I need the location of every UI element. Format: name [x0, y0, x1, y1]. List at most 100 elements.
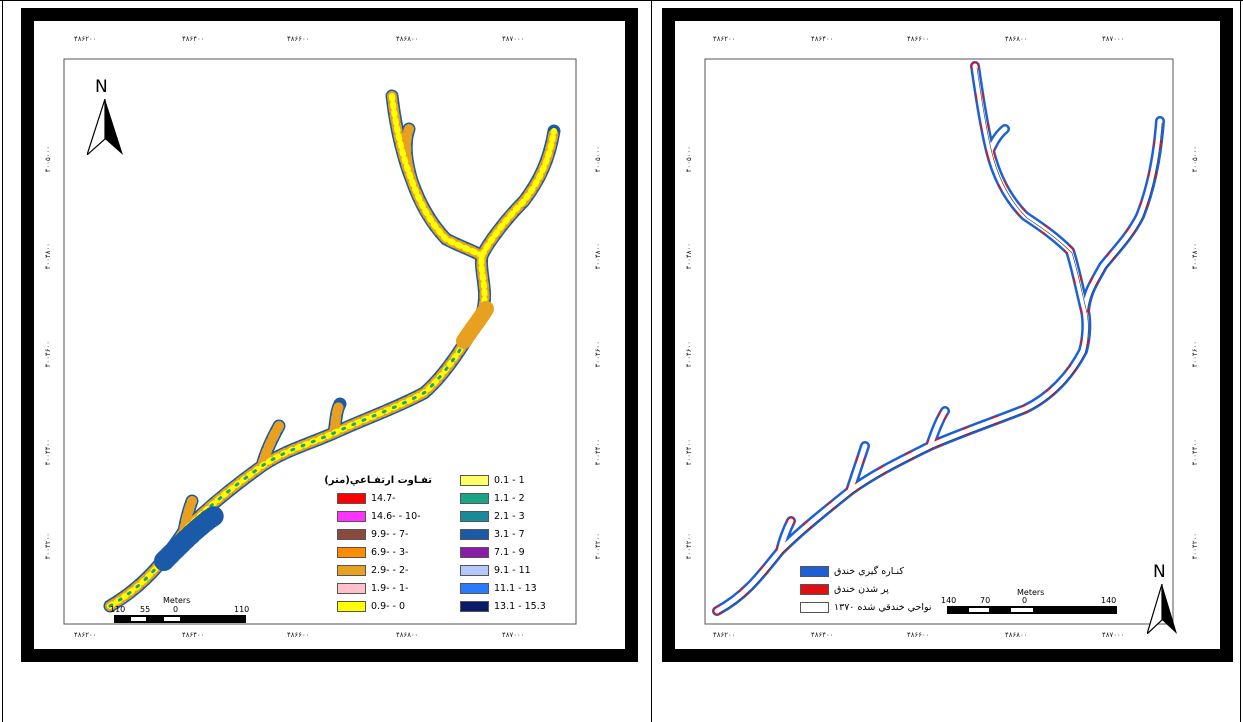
left-legend-pos-item-5-label: 7.1 - 9: [494, 547, 525, 558]
left-legend-neg-item-3-swatch: [337, 529, 366, 540]
left-x-tick-top-4: ۴۸۶۸۰۰: [396, 35, 419, 43]
left-y-tick-left-1: ۴۰۰۵۰۰۰: [44, 146, 52, 173]
right-x-tick-bottom-4: ۴۸۶۸۰۰: [1005, 631, 1028, 639]
left-legend-pos-item-1-label: 0.1 - 1: [494, 475, 525, 486]
left-legend-pos-item-3: 2.1 - 3: [460, 511, 525, 522]
left-legend-pos-item-6: 9.1 - 11: [460, 565, 531, 576]
right-x-tick-top-2: ۴۸۶۴۰۰: [811, 35, 834, 43]
left-north-arrow-icon: [87, 99, 123, 155]
right-y-tick-left-5: ۴۰۰۴۲۰۰: [685, 533, 693, 560]
right-legend-item-3: نواحي خندقي شده ۱۳۷۰: [800, 602, 932, 613]
right-legend-item-3-label: نواحي خندقي شده ۱۳۷۰: [834, 602, 932, 613]
left-y-tick-left-2: ۴۰۰۴۸۰۰: [44, 243, 52, 270]
right-x-tick-top-4: ۴۸۶۸۰۰: [1005, 35, 1028, 43]
right-gully-change: [712, 61, 1165, 616]
right-y-tick-right-3: ۴۰۰۴۶۰۰: [1191, 341, 1199, 368]
left-y-tick-right-4: ۴۰۰۴۴۰۰: [594, 439, 602, 466]
left-map-panel: ۴۸۶۲۰۰ ۴۸۶۴۰۰ ۴۸۶۶۰۰ ۴۸۶۸۰۰ ۴۸۷۰۰۰ ۴۸۶۲۰…: [34, 21, 625, 649]
right-scale-label-1: 140: [941, 596, 957, 605]
left-legend-neg-item-4: 6.9- - 3-: [337, 547, 408, 558]
left-legend-pos-item-4-label: 3.1 - 7: [494, 529, 525, 540]
left-legend-pos-item-3-label: 2.1 - 3: [494, 511, 525, 522]
left-legend-neg-item-6: 1.9- - 1-: [337, 583, 408, 594]
right-legend-item-1: كنـاره گيري خندق: [800, 566, 904, 577]
left-gully-elevation-difference: [103, 89, 561, 613]
left-legend-pos-item-8-swatch: [460, 601, 489, 612]
left-legend-neg-item-4-label: 6.9- - 3-: [371, 547, 409, 558]
left-scale-bar: [114, 615, 246, 623]
right-legend-item-3-swatch: [800, 602, 829, 613]
right-scale-label-2: 70: [980, 596, 991, 605]
right-y-tick-right-5: ۴۰۰۴۲۰۰: [1191, 533, 1199, 560]
right-y-tick-right-4: ۴۰۰۴۴۰۰: [1191, 439, 1199, 466]
left-map-frame: ۴۸۶۲۰۰ ۴۸۶۴۰۰ ۴۸۶۶۰۰ ۴۸۶۸۰۰ ۴۸۷۰۰۰ ۴۸۶۲۰…: [21, 8, 638, 662]
left-legend-neg-item-7-label: 0.9- - 0: [371, 601, 406, 612]
left-legend-pos-item-7: 11.1 - 13: [460, 583, 537, 594]
left-legend-neg-item-7-swatch: [337, 601, 366, 612]
left-x-tick-bottom-2: ۴۸۶۴۰۰: [182, 631, 205, 639]
left-scale-label-3: 0: [173, 605, 179, 614]
right-scale-label-4: 140: [1101, 596, 1117, 605]
left-legend-neg-item-2-label: 14.6- - 10-: [371, 511, 421, 522]
right-y-tick-right-1: ۴۰۰۵۰۰۰: [1191, 146, 1199, 173]
right-north-arrow-icon: [1147, 584, 1177, 634]
left-legend-neg-item-2: 14.6- - 10-: [337, 511, 421, 522]
left-scale-label-2: 55: [140, 605, 151, 614]
left-legend-neg-item-1-label: 14.7-: [371, 493, 396, 504]
left-legend-neg-item-6-swatch: [337, 583, 366, 594]
right-y-tick-left-2: ۴۰۰۴۸۰۰: [685, 243, 693, 270]
right-x-tick-top-3: ۴۸۶۶۰۰: [907, 35, 930, 43]
left-scale-unit: Meters: [163, 596, 191, 605]
left-legend-pos-item-5-swatch: [460, 547, 489, 558]
left-north-label: N: [95, 77, 108, 97]
right-x-tick-bottom-2: ۴۸۶۴۰۰: [811, 631, 834, 639]
right-x-tick-bottom-3: ۴۸۶۶۰۰: [907, 631, 930, 639]
left-y-tick-left-4: ۴۰۰۴۴۰۰: [44, 439, 52, 466]
right-map-panel: ۴۸۶۲۰۰ ۴۸۶۴۰۰ ۴۸۶۶۰۰ ۴۸۶۸۰۰ ۴۸۷۰۰۰ ۴۸۶۲۰…: [675, 21, 1220, 649]
right-north-label: N: [1153, 562, 1166, 582]
left-x-tick-bottom-1: ۴۸۶۲۰۰: [74, 631, 97, 639]
right-x-tick-top-5: ۴۸۷۰۰۰: [1102, 35, 1125, 43]
right-scale-unit: Meters: [1017, 588, 1045, 597]
right-x-tick-top-1: ۴۸۶۲۰۰: [713, 35, 736, 43]
table-border-right: [1240, 0, 1241, 722]
table-border-top: [0, 0, 1243, 1]
right-map-neatline: [704, 58, 1174, 625]
left-map-svg: [63, 58, 577, 625]
right-scale-bar: [947, 606, 1117, 614]
left-legend-pos-item-7-label: 11.1 - 13: [494, 583, 537, 594]
left-x-tick-bottom-4: ۴۸۶۸۰۰: [396, 631, 419, 639]
right-scale-label-3: 0: [1022, 596, 1028, 605]
left-legend-neg-item-4-swatch: [337, 547, 366, 558]
left-legend-pos-item-8: 13.1 - 15.3: [460, 601, 546, 612]
right-y-tick-left-4: ۴۰۰۴۴۰۰: [685, 439, 693, 466]
left-legend-title: تفـاوت ارتفـاعي(متر): [324, 475, 432, 486]
left-legend-pos-item-1: 0.1 - 1: [460, 475, 525, 486]
left-scale-label-1: 110: [110, 605, 126, 614]
left-legend-pos-item-2: 1.1 - 2: [460, 493, 525, 504]
left-legend-neg-item-1: 14.7-: [337, 493, 396, 504]
right-y-tick-left-1: ۴۰۰۵۰۰۰: [685, 146, 693, 173]
left-legend-neg-item-3-label: 9.9- - 7-: [371, 529, 409, 540]
left-x-tick-top-5: ۴۸۷۰۰۰: [502, 35, 525, 43]
right-legend-item-1-swatch: [800, 566, 829, 577]
right-map-svg: [704, 58, 1174, 625]
left-x-tick-top-3: ۴۸۶۶۰۰: [287, 35, 310, 43]
left-map-body: ۴۸۶۲۰۰ ۴۸۶۴۰۰ ۴۸۶۶۰۰ ۴۸۶۸۰۰ ۴۸۷۰۰۰ ۴۸۶۲۰…: [34, 21, 625, 649]
left-legend-pos-item-2-label: 1.1 - 2: [494, 493, 525, 504]
left-legend-neg-item-6-label: 1.9- - 1-: [371, 583, 409, 594]
left-legend-neg-item-5-swatch: [337, 565, 366, 576]
left-legend-neg-item-3: 9.9- - 7-: [337, 529, 408, 540]
right-x-tick-bottom-1: ۴۸۶۲۰۰: [713, 631, 736, 639]
table-divider: [651, 0, 652, 722]
right-legend-item-2-label: پر شدن خندق: [834, 584, 889, 595]
left-y-tick-right-1: ۴۰۰۵۰۰۰: [594, 146, 602, 173]
left-y-tick-left-5: ۴۰۰۴۲۰۰: [44, 533, 52, 560]
left-legend-pos-item-6-swatch: [460, 565, 489, 576]
left-legend-pos-item-1-swatch: [460, 475, 489, 486]
left-legend-neg-item-7: 0.9- - 0: [337, 601, 405, 612]
right-y-tick-left-3: ۴۰۰۴۶۰۰: [685, 341, 693, 368]
right-map-body: ۴۸۶۲۰۰ ۴۸۶۴۰۰ ۴۸۶۶۰۰ ۴۸۶۸۰۰ ۴۸۷۰۰۰ ۴۸۶۲۰…: [675, 21, 1220, 649]
left-legend-neg-item-5-label: 2.9- - 2-: [371, 565, 409, 576]
left-legend-pos-item-6-label: 9.1 - 11: [494, 565, 531, 576]
